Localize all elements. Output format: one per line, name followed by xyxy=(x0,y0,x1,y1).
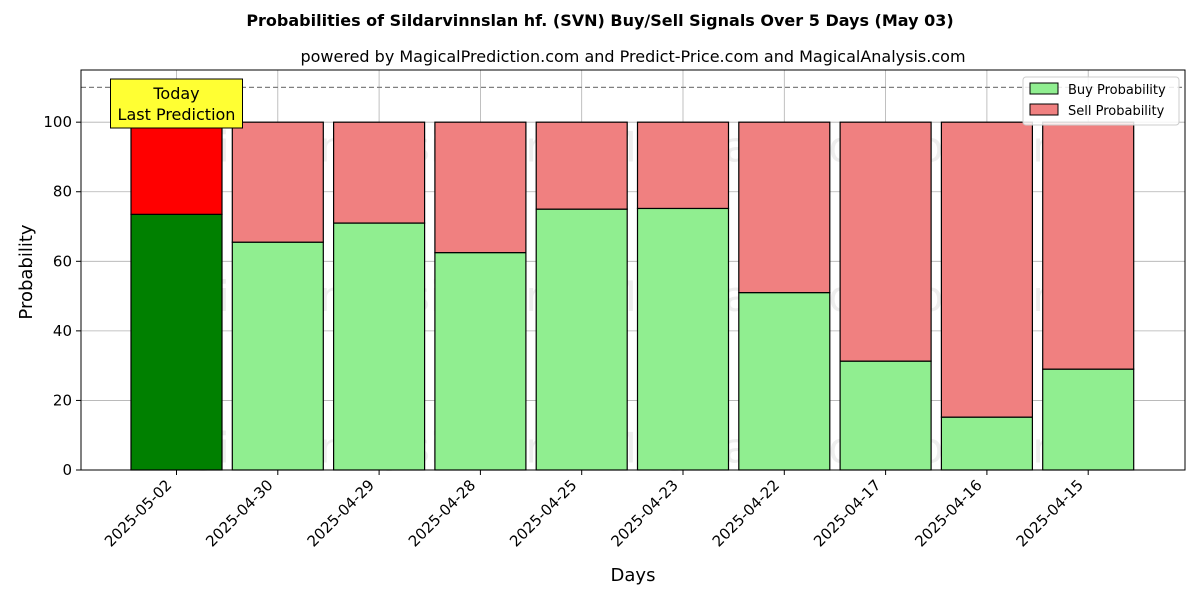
buy-bar xyxy=(231,241,324,471)
y-tick-label: 0 xyxy=(62,461,72,479)
x-tick-label: 2025-04-22 xyxy=(709,476,783,550)
buy-bar xyxy=(636,207,730,471)
x-tick-label: 2025-04-17 xyxy=(810,476,884,550)
x-tick-label: 2025-04-16 xyxy=(911,476,985,550)
x-tick-label: 2025-04-23 xyxy=(607,476,681,550)
buy-bar xyxy=(434,252,527,471)
sell-bar xyxy=(940,121,1034,418)
sell-bar xyxy=(333,121,426,224)
sell-bar xyxy=(636,121,730,210)
sell-bar xyxy=(434,121,527,254)
buy-bar xyxy=(535,208,628,471)
sell-bar xyxy=(738,121,831,294)
y-axis-label: Probability xyxy=(16,224,37,319)
annotation-line2: Last Prediction xyxy=(118,105,236,124)
chart-title: Probabilities of Sildarvinnslan hf. (SVN… xyxy=(246,11,953,30)
sell-bar xyxy=(535,121,628,210)
buy-bar xyxy=(130,213,223,471)
y-tick-label: 20 xyxy=(53,391,72,409)
annotation-box xyxy=(110,78,243,129)
legend-label-buy: Buy Probability xyxy=(1068,83,1166,98)
plot-area: MagicalAnalysis.comMagicalPrediction.com… xyxy=(43,69,1186,550)
sell-bar xyxy=(231,121,324,243)
x-tick-label: 2025-04-30 xyxy=(202,476,276,550)
buy-bar xyxy=(940,416,1034,471)
x-tick-label: 2025-04-15 xyxy=(1013,476,1087,550)
legend-swatch-sell xyxy=(1029,103,1059,116)
y-tick-label: 100 xyxy=(43,113,72,131)
chart-subtitle: powered by MagicalPrediction.com and Pre… xyxy=(300,47,965,66)
legend-box xyxy=(1022,76,1180,126)
x-tick-label: 2025-05-02 xyxy=(101,476,175,550)
x-tick-label: 2025-04-29 xyxy=(304,476,378,550)
legend-swatch-buy xyxy=(1029,82,1059,95)
y-tick-label: 40 xyxy=(53,322,72,340)
x-tick-label: 2025-04-25 xyxy=(506,476,580,550)
plot-frame xyxy=(80,69,1186,471)
annotation-line1: Today xyxy=(152,84,199,103)
sell-bar xyxy=(839,121,932,362)
y-tick-label: 80 xyxy=(53,183,72,201)
buy-bar xyxy=(333,222,426,471)
sell-bar xyxy=(1042,121,1135,370)
sell-bar xyxy=(130,121,223,215)
buy-bar xyxy=(738,292,831,471)
legend-label-sell: Sell Probability xyxy=(1068,104,1165,119)
y-tick-label: 60 xyxy=(53,252,72,270)
buy-bar xyxy=(839,360,932,471)
buy-bar xyxy=(1042,368,1135,471)
x-tick-label: 2025-04-28 xyxy=(405,476,479,550)
x-axis-label: Days xyxy=(611,565,656,586)
